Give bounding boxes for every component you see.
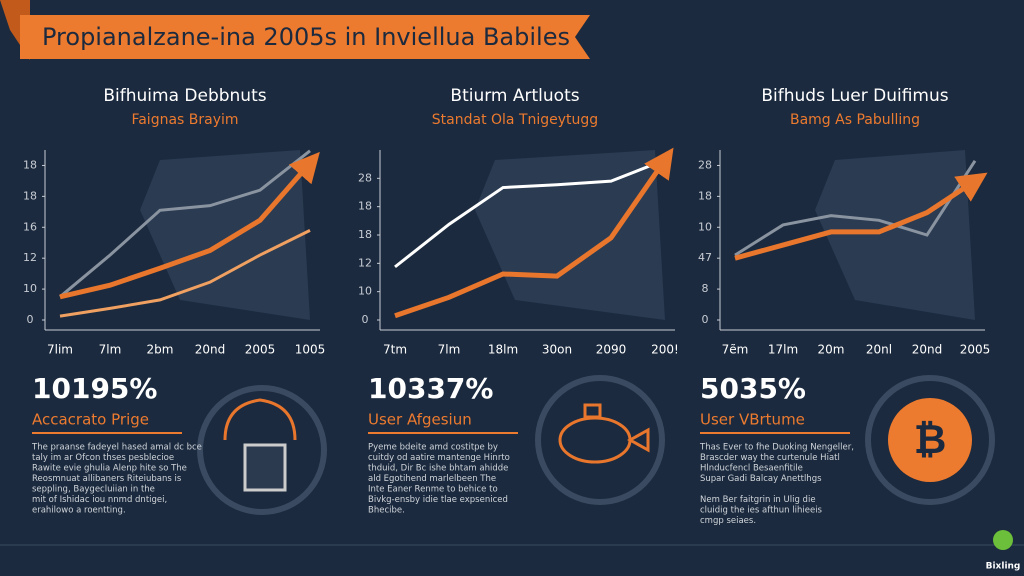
y-tick-label: 10 (698, 220, 712, 233)
line-series (59, 151, 320, 300)
y-tick-label: 28 (358, 171, 372, 184)
line-series (734, 172, 988, 261)
stat-text: seppling, Baygecluiian in the (32, 485, 155, 495)
x-tick-label: 200! (651, 343, 679, 357)
map-shape (475, 150, 665, 320)
y-tick-label: 47 (698, 251, 712, 264)
icon-3: ₿ (865, 375, 995, 505)
x-tick-label: 20nd (195, 343, 226, 357)
chart-subtitle: Standat Ola Tnigeytugg (432, 112, 598, 128)
stat-text: Hlnducfencl Besaenfitile (700, 464, 803, 474)
y-tick-label: 0 (27, 313, 34, 326)
stat-text: ald Egotihend marlelbeen The (368, 474, 496, 484)
page-title: Propianalzane-ina 2005s in Inviellua Bab… (42, 23, 570, 51)
map-shape (140, 150, 310, 320)
x-tick-label: 20m (818, 343, 845, 357)
y-tick-label: 12 (358, 256, 372, 269)
x-tick-label: 1005 (295, 343, 326, 357)
x-tick-label: 20nd (912, 343, 943, 357)
line-series (734, 160, 977, 257)
line-series (59, 229, 311, 318)
x-tick-label: 7ẽm (722, 343, 749, 357)
banner (20, 15, 590, 59)
x-tick-label: 2090 (596, 343, 627, 357)
chart-title: Bifhuds Luer Duifimus (761, 86, 948, 106)
y-tick-label: 18 (698, 189, 712, 202)
x-tick-label: 2005 (960, 343, 991, 357)
icon-2 (535, 375, 665, 505)
x-tick-label: 17lm (768, 343, 798, 357)
stat-value: 5035% (700, 372, 806, 405)
icon-1 (197, 385, 327, 515)
y-tick-label: 18 (23, 189, 37, 202)
chart-subtitle: Faignas Brayim (131, 112, 238, 128)
y-tick-label: 0 (702, 313, 709, 326)
x-tick-label: 18lm (488, 343, 518, 357)
line-series (394, 147, 674, 319)
stat-label: User Afgesiun (368, 411, 472, 429)
stat-text: Inte Eaner Renme to behice to (368, 485, 498, 495)
chart-title: Bifhuima Debbnuts (103, 86, 266, 106)
stat-text: cluidig the ies afthun lihieeis (700, 506, 823, 516)
y-tick-label: 18 (358, 200, 372, 213)
stat-text: Nem Ber faitgrin in Ulig die (700, 495, 816, 505)
stat-text: Rawite evie ghulia Alenp hite so The (32, 464, 187, 474)
stat-label: User VBrtume (700, 411, 805, 429)
stat-text: taly im ar Ofcon thses pesblecioe (32, 453, 174, 463)
line-series (394, 158, 666, 269)
y-tick-label: 12 (23, 251, 37, 264)
x-tick-label: 7lm (438, 343, 461, 357)
map-shape (815, 150, 975, 320)
y-tick-label: 10 (23, 282, 37, 295)
x-tick-label: 7lm (99, 343, 122, 357)
logo-text: Bixling (986, 562, 1021, 572)
stat-text: Pyeme bdeite amd costitpe by (368, 443, 498, 453)
y-tick-label: 18 (23, 158, 37, 171)
stat-text: cmgp seiaes. (700, 516, 756, 526)
svg-text:₿: ₿ (914, 417, 947, 463)
stat-text: Supar Gadi Balcay Anettlhgs (700, 474, 822, 484)
y-tick-label: 18 (358, 228, 372, 241)
x-tick-label: 20nl (866, 343, 892, 357)
stat-label: Accacrato Prige (32, 411, 149, 429)
x-tick-label: 7tm (383, 343, 407, 357)
x-tick-label: 2bm (147, 343, 174, 357)
logo-icon (993, 530, 1013, 550)
chart-subtitle: Bamg As Pabulling (790, 112, 920, 128)
line-series (59, 149, 311, 298)
x-tick-label: 30on (542, 343, 572, 357)
chart-title: Btiurm Artluots (450, 86, 579, 106)
stat-text: mit of Ishidac iou nnmd dntigei, (32, 495, 167, 505)
stat-text: Bhecibe. (368, 506, 405, 516)
y-tick-label: 8 (702, 282, 709, 295)
stat-text: thduid, Dir Bc ishe bhtam ahidde (368, 464, 508, 474)
stat-text: Bivkg-ensby idie tlae expseniced (368, 495, 508, 505)
y-tick-label: 28 (698, 158, 712, 171)
stat-value: 10195% (32, 372, 157, 405)
stat-text: cuitdy od aatire mantenge Hinrto (368, 453, 510, 463)
stat-value: 10337% (368, 372, 493, 405)
x-tick-label: 2005 (245, 343, 276, 357)
y-tick-label: 16 (23, 220, 37, 233)
stat-text: Thas Ever to fhe Duoking Nengeller, (699, 443, 854, 453)
y-tick-label: 10 (358, 285, 372, 298)
stat-text: erahilowo a roentting. (32, 506, 126, 516)
stat-text: The praanse fadeyel hased amal dc bce (31, 443, 202, 453)
stat-text: Reosmnuat allibaners Riteiubans is (32, 474, 182, 484)
x-tick-label: 7lim (47, 343, 73, 357)
stat-text: Brascder way the curtenule Hiatl (700, 453, 840, 463)
y-tick-label: 0 (362, 313, 369, 326)
